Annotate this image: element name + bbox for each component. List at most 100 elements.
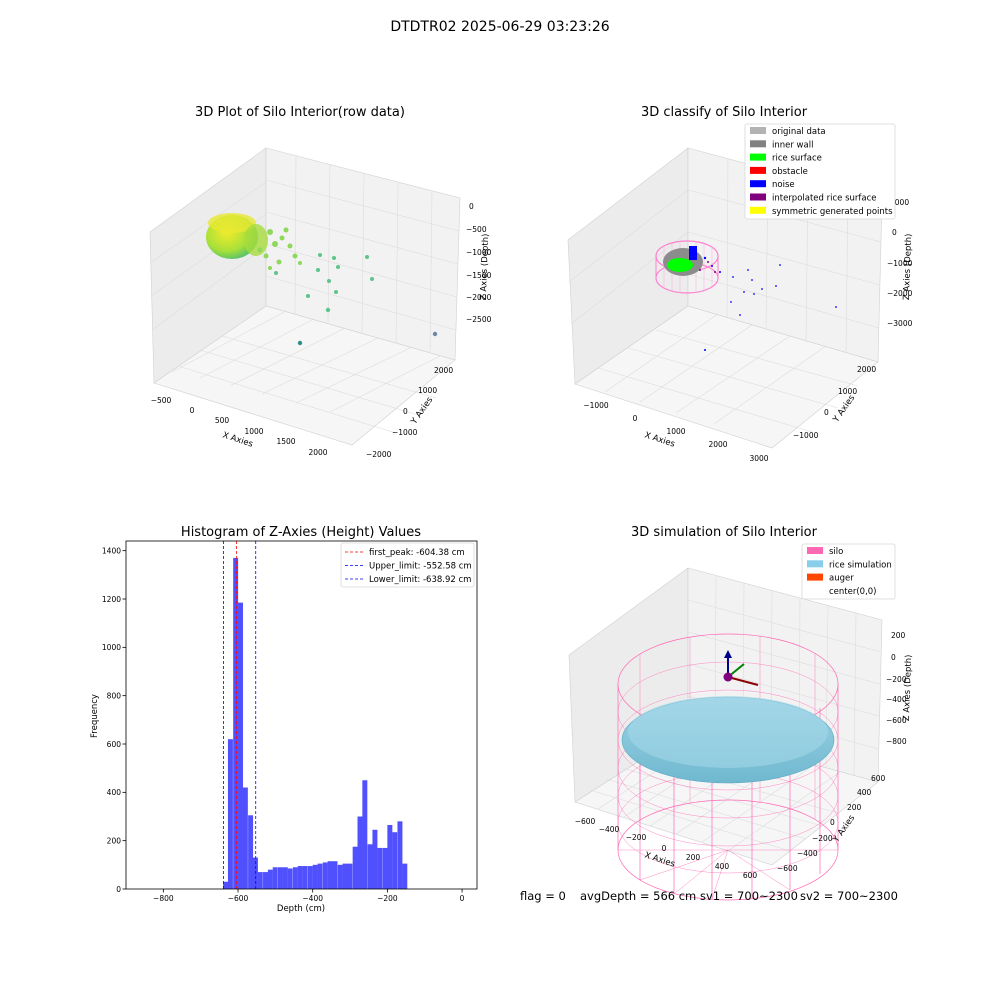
svg-text:−200: −200 <box>812 834 833 843</box>
histogram-bar <box>292 867 298 889</box>
histogram-bar <box>357 816 363 889</box>
svg-text:−200: −200 <box>886 675 907 684</box>
histogram-x-tick-label: −600 <box>228 894 249 903</box>
histogram-bar <box>312 864 318 889</box>
svg-text:0: 0 <box>892 228 897 237</box>
plot-raw-3d-title: 3D Plot of Silo Interior(row data) <box>195 105 405 120</box>
svg-text:200: 200 <box>847 803 862 812</box>
classify-3d-legend-label: obstacle <box>772 167 808 177</box>
svg-text:2000: 2000 <box>708 440 727 449</box>
histogram-legend-label: first_peak: -604.38 cm <box>369 548 465 558</box>
histogram-bar <box>287 868 293 889</box>
svg-text:−200: −200 <box>626 833 647 842</box>
classify-3d-z-ticks: 1000 0 −1000 −2000 −3000 <box>887 198 913 328</box>
classify-3d-legend-label: noise <box>772 180 795 190</box>
plot-simulation-3d-title: 3D simulation of Silo Interior <box>631 525 818 540</box>
classify-3d-x-ticks: −1000 0 1000 2000 3000 <box>583 401 768 463</box>
histogram-bar <box>282 867 288 889</box>
simulation-3d-legend-swatch <box>807 547 823 554</box>
classify-3d-legend-swatch <box>750 140 766 148</box>
svg-text:0: 0 <box>891 653 896 662</box>
simulation-3d-x-ticks: −600 −400 −200 0 200 400 600 <box>575 817 758 880</box>
classify-3d-legend-swatch <box>750 180 766 188</box>
svg-text:−2000: −2000 <box>366 450 392 459</box>
svg-text:2000: 2000 <box>434 366 453 375</box>
svg-text:−1000: −1000 <box>583 401 609 410</box>
classify-3d-legend-label: original data <box>772 127 826 137</box>
simulation-3d-legend-label: auger <box>829 574 854 584</box>
histogram-bar <box>402 863 408 890</box>
svg-text:−400: −400 <box>797 849 818 858</box>
svg-text:−500: −500 <box>151 396 172 405</box>
histogram-legend-label: Upper_limit: -552.58 cm <box>369 562 472 572</box>
status-line: flag = 0 avgDepth = 566 cm sv1 = 700~230… <box>520 889 898 903</box>
histogram-y-tick-label: 1200 <box>102 595 121 604</box>
histogram-y-tick-label: 200 <box>107 836 122 845</box>
histogram-bar <box>248 815 254 889</box>
classify-3d-legend-swatch <box>750 166 766 174</box>
status-avg-depth: avgDepth = 566 cm <box>580 889 696 903</box>
classify-3d-points <box>655 240 837 351</box>
svg-text:1000: 1000 <box>838 387 857 396</box>
svg-text:400: 400 <box>715 862 730 871</box>
plot-classify-3d: 3D classify of Silo Interior <box>567 105 914 463</box>
raw-3d-points <box>206 213 438 346</box>
status-sv1: sv1 = 700~2300 <box>700 889 798 903</box>
histogram-y-tick-label: 400 <box>107 788 122 797</box>
simulation-3d-legend-label: center(0,0) <box>829 587 877 597</box>
histogram-x-tick-label: 0 <box>460 894 465 903</box>
histogram-bar <box>382 847 388 889</box>
svg-text:−600: −600 <box>575 817 596 826</box>
svg-text:600: 600 <box>743 871 758 880</box>
histogram-bar <box>397 821 403 889</box>
svg-text:−2000: −2000 <box>887 289 913 298</box>
svg-text:200: 200 <box>686 853 701 862</box>
raw-3d-z-ticks: 0 −500 −1000 −1500 −2000 −2500 <box>466 202 492 324</box>
histogram-bar <box>372 829 378 889</box>
histogram-bar <box>242 787 248 889</box>
histogram-xlabel: Depth (cm) <box>277 904 325 914</box>
svg-text:−1000: −1000 <box>466 248 492 257</box>
simulation-3d-z-ticks: 200 0 −200 −400 −600 −800 <box>886 631 907 746</box>
histogram-bar <box>377 847 383 889</box>
simulation-3d-rice-surface <box>621 696 835 784</box>
histogram-reference-lines <box>223 541 257 889</box>
svg-text:0: 0 <box>190 406 195 415</box>
svg-text:200: 200 <box>891 631 906 640</box>
classify-3d-y-ticks: −1000 0 1000 2000 <box>793 365 876 440</box>
simulation-3d-ylabel: Y Axies <box>831 813 858 845</box>
svg-text:−500: −500 <box>466 225 487 234</box>
histogram-x-ticks: −800 −600 −400 −200 0 <box>153 889 465 903</box>
classify-3d-legend-swatch <box>750 206 766 214</box>
histogram-bar <box>297 866 303 889</box>
plot-simulation-3d: 3D simulation of Silo Interior <box>568 525 914 901</box>
svg-text:−400: −400 <box>886 695 907 704</box>
svg-text:0: 0 <box>830 818 835 827</box>
svg-text:1000: 1000 <box>418 386 437 395</box>
histogram-y-tick-label: 1400 <box>102 546 121 555</box>
histogram-y-ticks: 0 200 400 600 800 1000 1200 1400 <box>102 546 126 894</box>
svg-text:−600: −600 <box>886 716 907 725</box>
histogram-y-tick-label: 1000 <box>102 643 121 652</box>
histogram-bar <box>277 867 283 889</box>
simulation-3d-legend-label: silo <box>829 547 843 557</box>
histogram-x-tick-label: −800 <box>153 894 174 903</box>
svg-text:0: 0 <box>824 408 829 417</box>
svg-text:−600: −600 <box>777 864 798 873</box>
svg-text:−2500: −2500 <box>466 315 492 324</box>
histogram-title: Histogram of Z-Axies (Height) Values <box>181 525 421 540</box>
histogram-bar <box>342 863 348 890</box>
svg-text:−1500: −1500 <box>466 271 492 280</box>
classify-3d-legend-label: symmetric generated points <box>772 207 893 217</box>
histogram-bar <box>307 866 313 889</box>
svg-text:600: 600 <box>871 774 886 783</box>
svg-text:0: 0 <box>469 202 474 211</box>
histogram-bar <box>322 862 328 889</box>
classify-3d-legend-label: inner wall <box>772 140 813 150</box>
histogram-bar <box>352 846 358 889</box>
svg-text:2000: 2000 <box>308 448 327 457</box>
raw-3d-ylabel: Y Axies <box>409 395 436 427</box>
histogram-bar <box>223 881 229 889</box>
simulation-3d-auger <box>723 650 759 686</box>
